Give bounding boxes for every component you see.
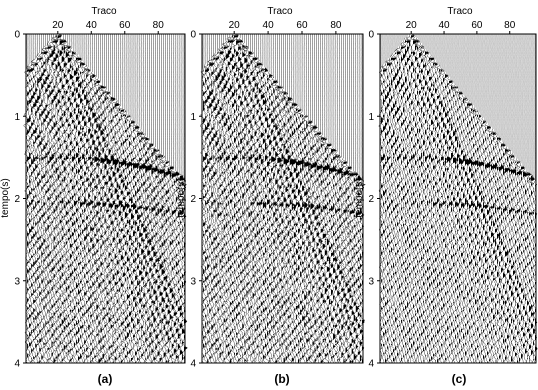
x-tick-label-b-80: 80 [330, 20, 342, 31]
y-axis-title-c: tempo(s) [354, 178, 365, 217]
y-tick-label-c-0: 0 [368, 30, 374, 41]
y-tick-label-b-2: 2 [190, 194, 196, 205]
x-ticks-b: 20 40 60 80 [229, 20, 342, 34]
panel-a: Traco 20 40 60 80 0 1 2 3 4 tempo(s) (a) [0, 6, 188, 386]
x-axis-title-b: Traco [267, 6, 293, 17]
wiggle-lines-b [200, 33, 366, 364]
y-tick-label-a-2: 2 [14, 194, 20, 205]
y-ticks-b: 0 1 2 3 4 [190, 30, 202, 370]
x-tick-label-c-60: 60 [471, 20, 483, 31]
panel-b: Traco 20 40 60 80 0 1 2 3 4 tempo(s) (b) [176, 6, 366, 386]
seismic-traces-b [200, 33, 366, 364]
y-tick-label-c-4: 4 [368, 359, 374, 370]
y-tick-label-c-1: 1 [368, 112, 374, 123]
wiggle-fill-b [203, 35, 366, 364]
x-ticks-c: 20 40 60 80 [406, 20, 516, 34]
wiggle-fill-c [381, 35, 538, 364]
x-tick-label-a-20: 20 [52, 20, 64, 31]
y-tick-label-b-1: 1 [190, 112, 196, 123]
wiggle-lines-c [378, 33, 538, 364]
plot-frame-c [379, 33, 537, 364]
seismic-traces-c [378, 33, 538, 364]
panel-c: Traco 20 40 60 80 0 1 2 3 4 tempo(s) (c) [354, 6, 538, 386]
y-axis-title-b: tempo(s) [176, 178, 187, 217]
panel-label-b: (b) [274, 372, 289, 386]
x-tick-label-a-80: 80 [153, 20, 165, 31]
x-axis-title-c: Traco [447, 6, 473, 17]
y-tick-label-a-4: 4 [14, 359, 20, 370]
x-ticks-a: 20 40 60 80 [52, 20, 164, 34]
x-tick-label-a-60: 60 [119, 20, 131, 31]
plot-frame-b [201, 33, 364, 364]
y-tick-label-a-3: 3 [14, 276, 20, 287]
x-tick-label-b-20: 20 [229, 20, 241, 31]
wiggle-fill-a [27, 35, 188, 364]
x-tick-label-c-40: 40 [438, 20, 450, 31]
x-tick-label-c-80: 80 [504, 20, 516, 31]
y-tick-label-c-2: 2 [368, 194, 374, 205]
x-tick-label-b-60: 60 [296, 20, 308, 31]
y-tick-label-b-3: 3 [190, 276, 196, 287]
y-tick-label-b-4: 4 [190, 359, 196, 370]
y-tick-label-b-0: 0 [190, 30, 196, 41]
x-tick-label-a-40: 40 [86, 20, 98, 31]
x-axis-title-a: Traco [91, 6, 117, 17]
seismic-traces-a [23, 33, 188, 364]
y-tick-label-c-3: 3 [368, 276, 374, 287]
plot-frame-a [25, 33, 186, 364]
y-axis-title-a: tempo(s) [0, 178, 11, 217]
x-tick-label-c-20: 20 [406, 20, 418, 31]
y-tick-label-a-0: 0 [14, 30, 20, 41]
panel-label-a: (a) [98, 372, 113, 386]
panel-label-c: (c) [452, 372, 467, 386]
y-tick-label-a-1: 1 [14, 112, 20, 123]
x-tick-label-b-40: 40 [263, 20, 275, 31]
y-ticks-c: 0 1 2 3 4 [368, 30, 380, 370]
y-ticks-a: 0 1 2 3 4 [14, 30, 26, 370]
